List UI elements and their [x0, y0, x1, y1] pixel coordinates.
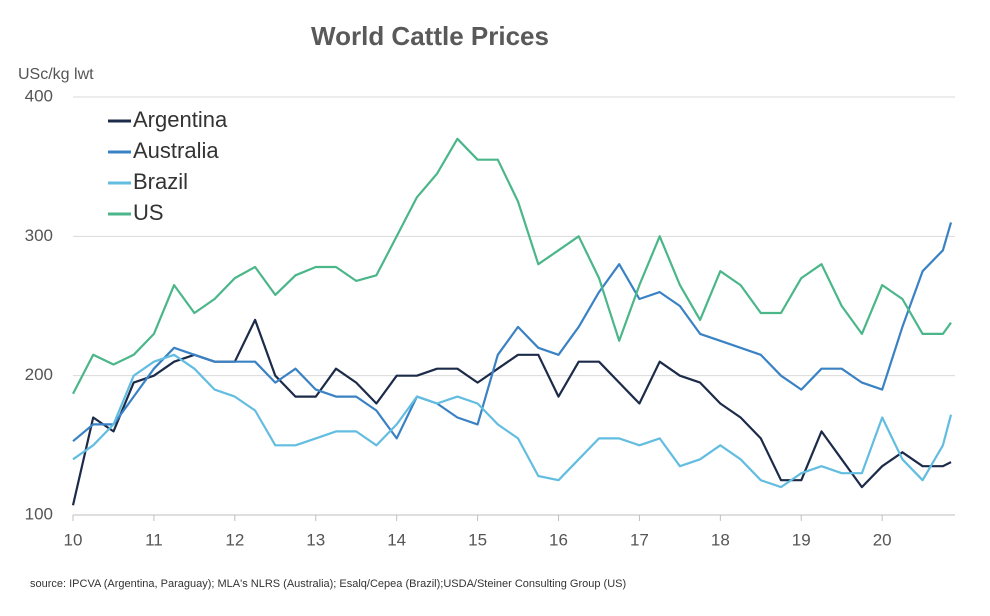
x-tick-label: 16 — [549, 530, 568, 549]
y-tick-label: 100 — [25, 504, 53, 523]
y-axis-label: USc/kg lwt — [18, 66, 94, 83]
x-tick-label: 17 — [630, 530, 649, 549]
x-tick-label: 12 — [225, 530, 244, 549]
legend-label: US — [133, 200, 164, 225]
x-tick-label: 15 — [468, 530, 487, 549]
chart-title: World Cattle Prices — [311, 21, 549, 51]
x-tick-label: 13 — [306, 530, 325, 549]
line-series — [72, 353, 953, 489]
legend-label: Australia — [133, 138, 219, 163]
line-series — [72, 222, 953, 443]
x-tick-label: 18 — [711, 530, 730, 549]
legend-label: Brazil — [133, 169, 188, 194]
x-tick-label: 20 — [873, 530, 892, 549]
y-tick-label: 200 — [25, 365, 53, 384]
x-tick-label: 11 — [145, 530, 163, 549]
legend-label: Argentina — [133, 107, 228, 132]
x-tick-label: 10 — [64, 530, 83, 549]
y-tick-label: 300 — [25, 226, 53, 245]
line-series — [72, 137, 952, 395]
x-tick-label: 19 — [792, 530, 811, 549]
x-tick-label: 14 — [387, 530, 406, 549]
y-tick-label: 400 — [25, 86, 53, 105]
source-note: source: IPCVA (Argentina, Paraguay); MLA… — [30, 578, 626, 590]
